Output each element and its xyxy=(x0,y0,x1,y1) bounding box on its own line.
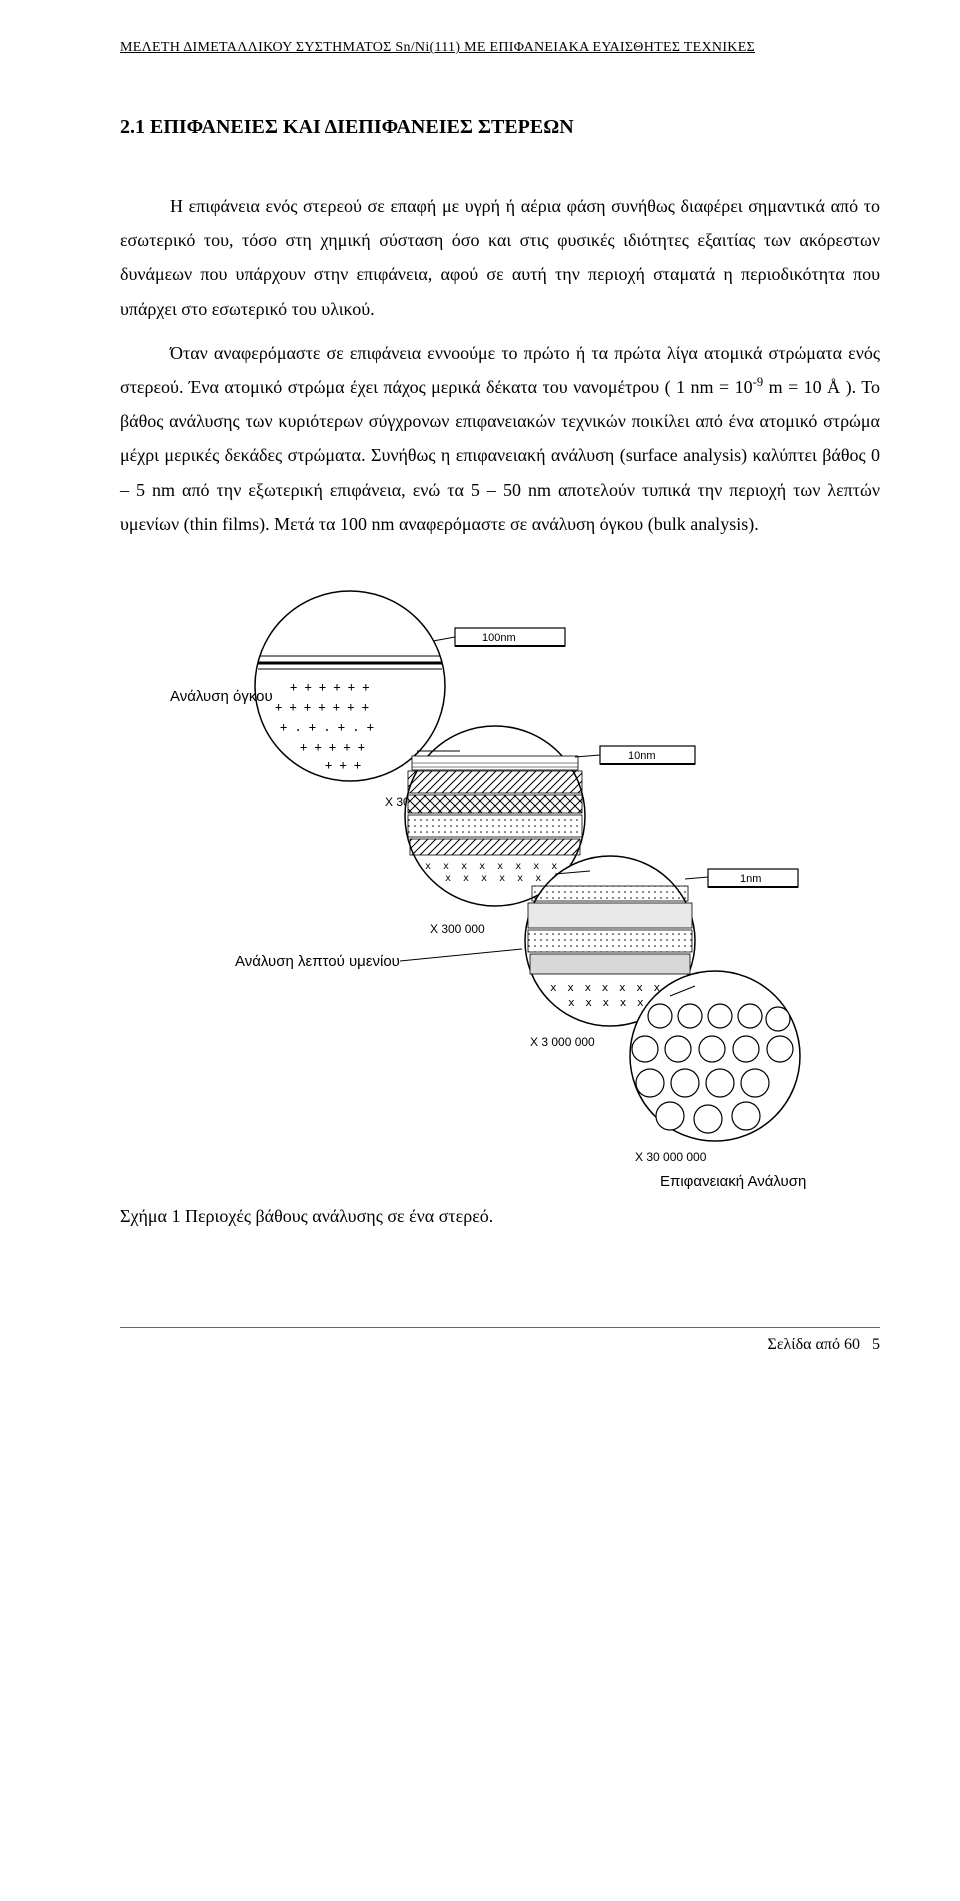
svg-text:1nm: 1nm xyxy=(740,873,761,885)
bulk-label: Ανάλυση όγκου xyxy=(170,688,273,705)
scale-bar-100nm: 100nm xyxy=(433,628,565,646)
scale-bar-1nm: 1nm xyxy=(685,869,798,887)
bulk-circle: + + + + + + + + + + + + + + . + . + . + … xyxy=(255,591,445,781)
running-header: ΜΕΛΕΤΗ ΔΙΜΕΤΑΛΛΙΚΟΥ ΣΥΣΤΗΜΑΤΟΣ Sn/Ni(111… xyxy=(120,40,880,56)
surface-label: Επιφανειακή Ανάλυση xyxy=(660,1173,806,1190)
scale-bar-10nm: 10nm xyxy=(575,746,695,764)
svg-text:+ + +: + + + xyxy=(325,758,361,772)
mag-30000000: X 30 000 000 xyxy=(635,1150,707,1164)
page-footer: Σελίδα από 60 5 xyxy=(120,1327,880,1354)
mag-3000000: X 3 000 000 xyxy=(530,1035,595,1049)
svg-text:10nm: 10nm xyxy=(628,750,656,762)
superscript: -9 xyxy=(753,375,764,389)
analysis-depth-diagram: + + + + + + + + + + + + + + . + . + . + … xyxy=(160,571,840,1191)
figure-container: + + + + + + + + + + + + + + . + . + . + … xyxy=(120,571,880,1227)
paragraph-2: Όταν αναφερόμαστε σε επιφάνεια εννοούμε … xyxy=(120,336,880,541)
mag-300000: X 300 000 xyxy=(430,922,485,936)
footer-page-number: 5 xyxy=(872,1336,880,1353)
svg-text:+ + + + + +: + + + + + + xyxy=(290,680,369,694)
paragraph-2-part2: m = 10 Å ). Το βάθος ανάλυσης των κυριότ… xyxy=(120,377,880,534)
svg-text:100nm: 100nm xyxy=(482,632,516,644)
footer-page-label: Σελίδα από 60 xyxy=(768,1336,860,1353)
svg-text:+ + + + + + +: + + + + + + + xyxy=(275,700,369,714)
surface-circle xyxy=(630,971,800,1141)
section-title: 2.1 ΕΠΙΦΑΝΕΙΕΣ ΚΑΙ ΔΙΕΠΙΦΑΝΕΙΕΣ ΣΤΕΡΕΩΝ xyxy=(120,116,880,139)
paragraph-1-text: Η επιφάνεια ενός στερεού σε επαφή με υγρ… xyxy=(120,196,880,319)
paragraph-1: Η επιφάνεια ενός στερεού σε επαφή με υγρ… xyxy=(120,189,880,326)
svg-text:+ + + + +: + + + + + xyxy=(300,740,365,754)
thin-film-label: Ανάλυση λεπτού υμενίου xyxy=(235,953,400,970)
svg-text:+ . + . + . +: + . + . + . + xyxy=(280,720,374,734)
figure-caption: Σχήμα 1 Περιοχές βάθους ανάλυσης σε ένα … xyxy=(120,1206,880,1227)
svg-text:x x x x x x x: x x x x x x x xyxy=(445,873,562,884)
